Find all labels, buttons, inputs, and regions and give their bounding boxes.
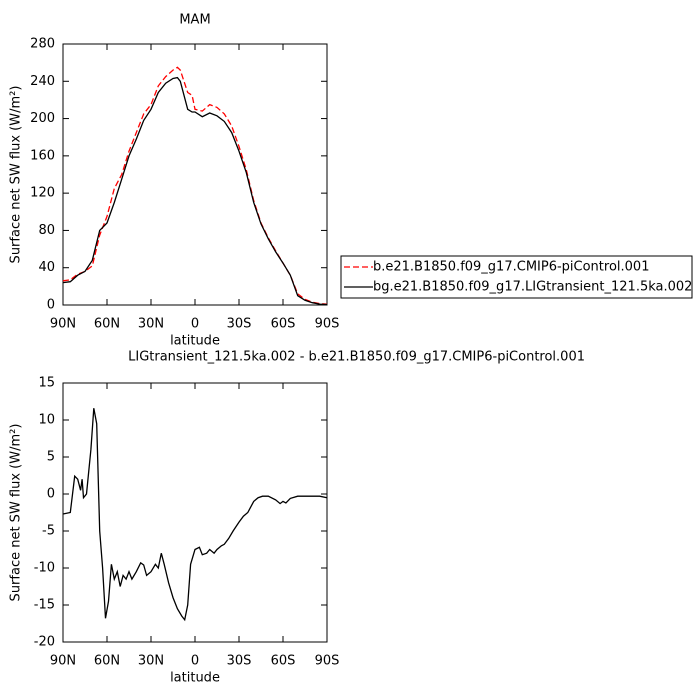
plot-frame: [62, 382, 328, 643]
y-tick-label: 240: [30, 74, 55, 89]
y-tick-label: 280: [30, 37, 55, 52]
x-tick-label: 30N: [138, 654, 164, 669]
y-tick-label: 200: [30, 111, 55, 126]
y-tick-label: 15: [38, 376, 55, 391]
x-tick-label: 0: [191, 317, 199, 332]
legend-label: b.e21.B1850.f09_g17.CMIP6-piControl.001: [373, 260, 649, 275]
x-tick-label: 30S: [227, 654, 252, 669]
y-tick-label: 120: [30, 186, 55, 201]
x-tick-label: 60S: [271, 317, 296, 332]
chart-title: MAM: [179, 13, 210, 28]
x-tick-label: 30S: [227, 317, 252, 332]
y-tick-label: 0: [47, 487, 55, 502]
x-tick-label: 60N: [94, 654, 120, 669]
y-tick-label: -10: [34, 561, 55, 576]
y-tick-label: 40: [38, 260, 55, 275]
x-tick-label: 90N: [50, 317, 76, 332]
x-tick-label: 0: [191, 654, 199, 669]
x-axis-label: latitude: [170, 671, 220, 686]
x-tick-label: 90S: [315, 654, 340, 669]
x-tick-label: 30N: [138, 317, 164, 332]
y-tick-label: -5: [42, 524, 55, 539]
x-tick-label: 60N: [94, 317, 120, 332]
x-tick-label: 90S: [315, 317, 340, 332]
y-tick-label: -20: [34, 635, 55, 650]
chart-title: LIGtransient_121.5ka.002 - b.e21.B1850.f…: [128, 350, 585, 365]
series-line: [62, 76, 328, 306]
y-tick-label: 0: [47, 298, 55, 313]
legend-box: [340, 255, 693, 299]
legend-label: bg.e21.B1850.f09_g17.LIGtransient_121.5k…: [373, 280, 692, 295]
series-line: [62, 66, 328, 305]
y-tick-label: 160: [30, 148, 55, 163]
x-tick-label: 60S: [271, 654, 296, 669]
plot-frame: [62, 43, 328, 306]
y-axis-label: Surface net SW flux (W/m²): [9, 424, 24, 602]
series-line: [62, 408, 328, 622]
x-axis-label: latitude: [170, 334, 220, 349]
y-tick-label: 10: [38, 413, 55, 428]
y-tick-label: -15: [34, 598, 55, 613]
y-tick-label: 80: [38, 223, 55, 238]
y-tick-label: 5: [47, 450, 55, 465]
x-tick-label: 90N: [50, 654, 76, 669]
y-axis-label: Surface net SW flux (W/m²): [9, 86, 24, 264]
